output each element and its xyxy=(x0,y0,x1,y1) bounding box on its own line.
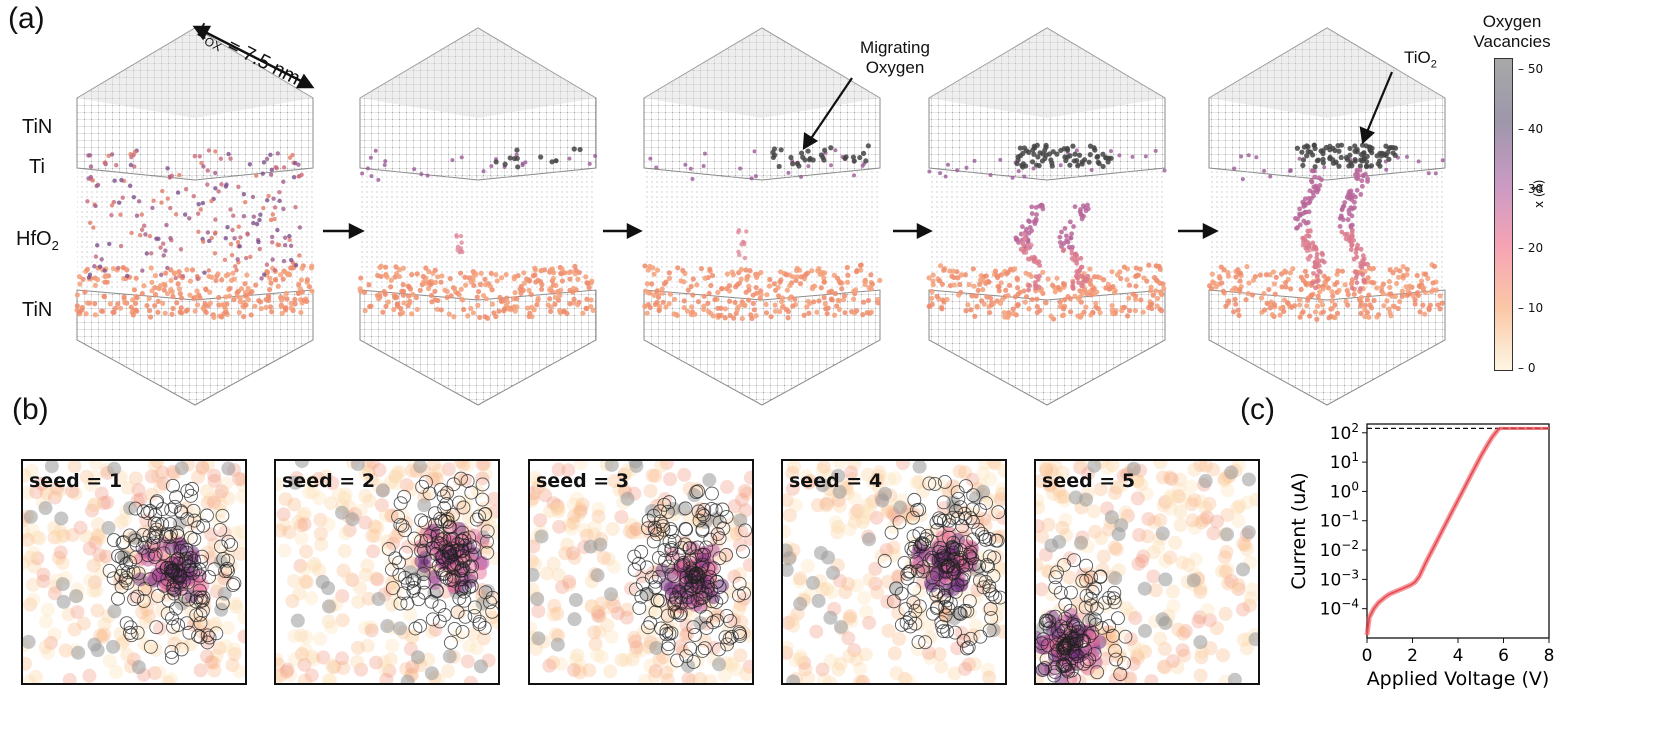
y-tick-label: 102 xyxy=(1330,421,1359,444)
colorbar-tick: – 20 xyxy=(1518,241,1544,256)
y-tick-label: 100 xyxy=(1330,479,1359,502)
seed-scatter xyxy=(783,461,1005,683)
seed-panel-2 xyxy=(274,459,500,685)
snapshot-5 xyxy=(1206,27,1446,406)
panel-label-c: (c) xyxy=(1240,393,1275,426)
colorbar-tick: – 0 xyxy=(1518,361,1536,375)
y-tick-label: 10−3 xyxy=(1320,567,1359,590)
snapshot-1 xyxy=(74,27,315,406)
seed-label-2: seed = 2 xyxy=(282,470,376,492)
iv-chart: 0 2 4 6 8 102 101 100 10−1 10−2 10−3 10−4 Applied Vo… xyxy=(1288,421,1555,690)
seed-panel-5 xyxy=(1034,459,1260,685)
x-tick-label: 6 xyxy=(1498,646,1509,666)
colorbar-axis-label: x (Å) xyxy=(1532,179,1546,209)
seed-panel-4 xyxy=(781,459,1007,685)
x-tick-label: 0 xyxy=(1362,646,1373,666)
x-tick-label: 4 xyxy=(1453,646,1464,666)
y-tick-label: 10−4 xyxy=(1320,597,1359,620)
seed-panel-1 xyxy=(21,459,247,685)
seed-scatter xyxy=(1036,461,1258,683)
seed-label-5: seed = 5 xyxy=(1042,470,1136,492)
snapshot-4 xyxy=(926,27,1167,406)
seed-label-1: seed = 1 xyxy=(29,470,123,492)
x-tick-label: 8 xyxy=(1544,646,1555,666)
layer-label-tin-top: TiN xyxy=(22,116,53,138)
colorbar-tick: – 10 xyxy=(1518,301,1544,316)
plot-frame xyxy=(1366,423,1550,639)
y-tick-label: 10−1 xyxy=(1320,509,1359,532)
layer-label-hfo2: HfO2 xyxy=(16,228,59,253)
seed-panel-3 xyxy=(528,459,754,685)
snapshot-3 xyxy=(642,27,883,406)
seed-scatter xyxy=(23,461,245,683)
snapshot-2 xyxy=(357,27,598,406)
colorbar-tick: – 50 xyxy=(1518,61,1544,76)
colorbar-tick: – 30 xyxy=(1518,181,1544,196)
x-axis-label: Applied Voltage (V) xyxy=(1367,668,1550,690)
layer-label-ti: Ti xyxy=(29,156,45,178)
colorbar-tick: – 40 xyxy=(1518,121,1544,136)
annotation-arrows xyxy=(802,71,1394,151)
tio2-label: TiO2 xyxy=(1404,48,1437,71)
seed-label-3: seed = 3 xyxy=(536,470,630,492)
panel-label-b: (b) xyxy=(12,393,49,426)
seed-scatter xyxy=(530,461,752,683)
layer-label-tin-bottom: TiN xyxy=(22,299,53,321)
simulation-snapshots xyxy=(74,25,1446,406)
colorbar-gradient xyxy=(1494,58,1513,371)
y-tick-label: 101 xyxy=(1330,450,1359,473)
seed-scatter xyxy=(276,461,498,683)
x-tick-label: 2 xyxy=(1407,646,1418,666)
dimension-arrow xyxy=(192,25,315,89)
iv-curve xyxy=(1366,427,1500,636)
y-axis-label: Current (uA) xyxy=(1288,472,1310,589)
sequence-arrows xyxy=(323,222,1219,240)
y-tick-label: 10−2 xyxy=(1320,538,1359,561)
migrating-oxygen-label: Migrating Oxygen xyxy=(860,38,930,77)
colorbar-title: Oxygen Vacancies xyxy=(1473,12,1551,51)
seed-label-4: seed = 4 xyxy=(789,470,883,492)
panel-label-a: (a) xyxy=(8,2,45,35)
